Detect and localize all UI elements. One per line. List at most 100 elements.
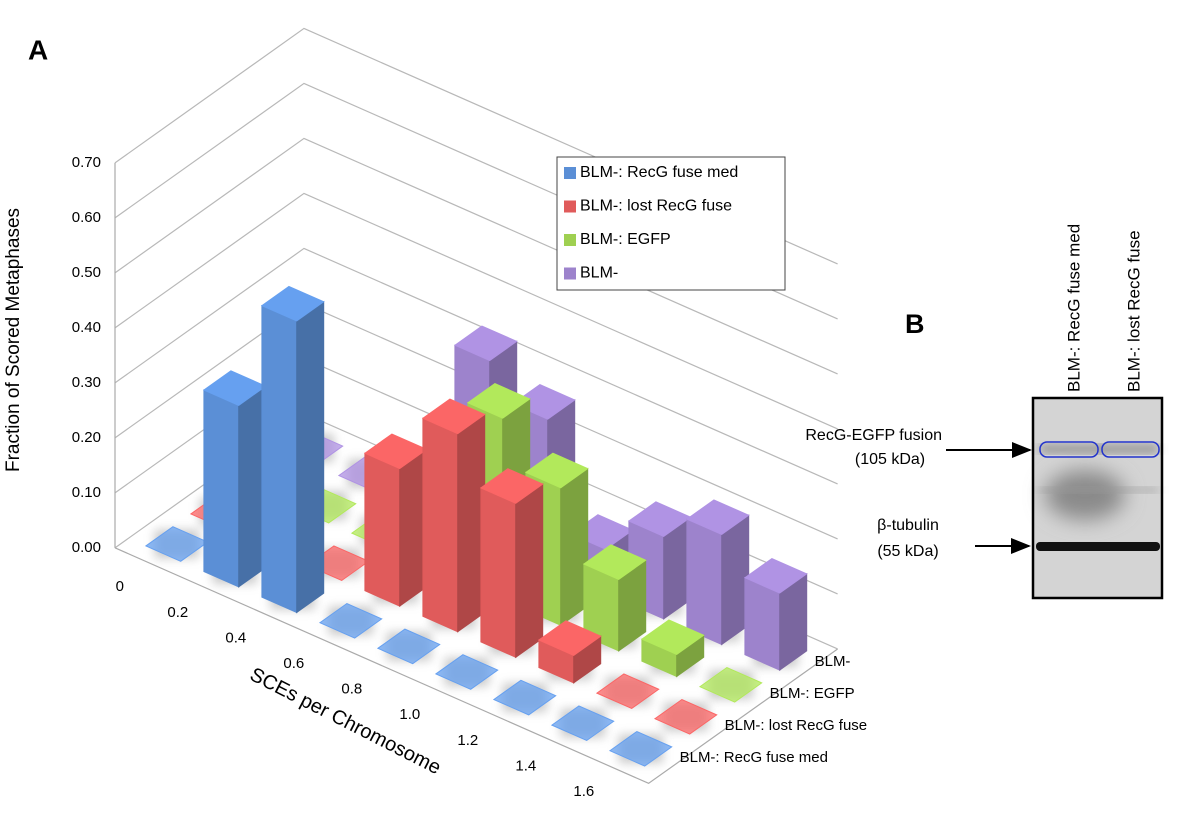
bar-top <box>595 673 660 710</box>
floor-edge <box>114 547 838 785</box>
bar <box>492 679 557 716</box>
lane-label: BLM-: lost RecG fuse <box>1124 230 1143 392</box>
bar <box>318 602 383 639</box>
legend-swatch <box>564 267 576 280</box>
bar <box>479 468 544 659</box>
grid-line <box>114 247 838 485</box>
bar-top <box>685 499 750 536</box>
bar <box>434 654 499 690</box>
y-tick-label: 0.50 <box>72 264 101 281</box>
bar-front <box>686 518 723 646</box>
x-tick-label: 0 <box>116 578 124 595</box>
bar <box>537 620 602 684</box>
legend: BLM-: RecG fuse med BLM-: lost RecG fuse B… <box>556 156 786 291</box>
y-tick-label: 0.60 <box>72 209 101 226</box>
bar-side <box>296 300 325 614</box>
lane-label: BLM-: RecG fuse med <box>1064 224 1083 392</box>
bar-top <box>537 620 602 656</box>
bar <box>202 370 267 588</box>
x-tick-label: 1.4 <box>515 757 536 774</box>
x-tick-label: 1.2 <box>457 732 478 749</box>
series-axis-label: BLM- <box>815 653 851 670</box>
series-axis-label: BLM-: lost RecG fuse <box>725 717 868 734</box>
bar-top <box>653 698 718 735</box>
x-tick-label: 1.6 <box>573 783 594 800</box>
bar-front <box>480 487 517 659</box>
blot-smear <box>1045 470 1125 520</box>
blot-band <box>1040 446 1158 452</box>
legend-swatch <box>564 167 576 179</box>
band-size: (105 kDa) <box>855 451 925 468</box>
legend-label: BLM-: EGFP <box>580 231 671 248</box>
panel-label: B <box>905 309 925 339</box>
legend-entries: BLM-: RecG fuse med BLM-: lost RecG fuse B… <box>564 164 738 282</box>
bar <box>595 673 660 710</box>
bar-front <box>261 304 298 614</box>
y-axis-title: Fraction of Scored Metaphases <box>3 208 24 472</box>
bar <box>698 666 763 703</box>
bar <box>144 526 209 562</box>
legend-swatch <box>564 234 576 246</box>
western-blot: BLM-: RecG fuse med BLM-: lost RecG fuse… <box>805 224 1164 600</box>
band-highlight <box>1039 441 1099 458</box>
grid-line <box>114 137 838 375</box>
bar-top <box>608 730 673 767</box>
bar <box>685 499 750 646</box>
x-tick-label: 1.0 <box>399 706 420 723</box>
y-tick-label: 0.30 <box>72 374 101 391</box>
band-size: (55 kDa) <box>877 543 938 560</box>
bar-top <box>524 452 589 489</box>
band-highlight <box>1101 441 1160 458</box>
series-axis-label: BLM-: EGFP <box>770 685 855 702</box>
panel-label: A <box>28 34 48 65</box>
bar <box>550 705 615 742</box>
blot-frame <box>1031 396 1164 600</box>
legend-label: BLM- <box>580 265 618 282</box>
legend-box <box>556 156 786 291</box>
x-tick-label: 0.8 <box>341 681 362 698</box>
bar-top <box>434 654 499 690</box>
bar-top <box>743 557 808 594</box>
series-axis-label: BLM-: RecG fuse med <box>680 749 828 766</box>
y-tick-label: 0.70 <box>72 154 101 171</box>
x-tick-label: 0.4 <box>225 629 246 646</box>
bar <box>653 698 718 735</box>
bar <box>608 730 673 767</box>
bar-top <box>582 544 647 580</box>
bar-top <box>453 325 518 362</box>
x-tick-label: 0.2 <box>167 604 188 621</box>
bar-top <box>479 468 544 504</box>
bar <box>627 501 692 620</box>
legend-label: BLM-: RecG fuse med <box>580 164 738 181</box>
y-tick-label: 0.20 <box>72 429 101 446</box>
bar-top <box>698 666 763 703</box>
legend-swatch <box>564 200 576 213</box>
bar-top <box>466 383 531 419</box>
legend-label: BLM-: lost RecG fuse <box>580 198 732 215</box>
bar <box>260 285 325 614</box>
bar <box>582 544 647 652</box>
bar <box>376 628 441 665</box>
band-label: β-tubulin <box>877 517 939 534</box>
grid-line <box>114 192 838 430</box>
bar <box>421 398 486 633</box>
blot-band <box>1040 488 1158 492</box>
y-tick-label: 0.00 <box>72 539 101 556</box>
bar-top <box>492 679 557 716</box>
blot-band <box>1036 542 1160 551</box>
bar-front <box>422 417 459 633</box>
bar-top <box>376 628 441 665</box>
bar-front <box>364 452 401 607</box>
bar <box>363 433 428 608</box>
bar-top <box>640 619 705 656</box>
bar-top <box>550 705 615 742</box>
bar-front <box>744 576 781 671</box>
bar <box>743 557 808 672</box>
y-tick-label: 0.10 <box>72 484 101 501</box>
bar <box>640 619 705 678</box>
bar-top <box>318 602 383 639</box>
x-tick-label: 0.6 <box>283 655 304 672</box>
bar-top <box>421 398 486 435</box>
bar-side <box>515 483 544 659</box>
